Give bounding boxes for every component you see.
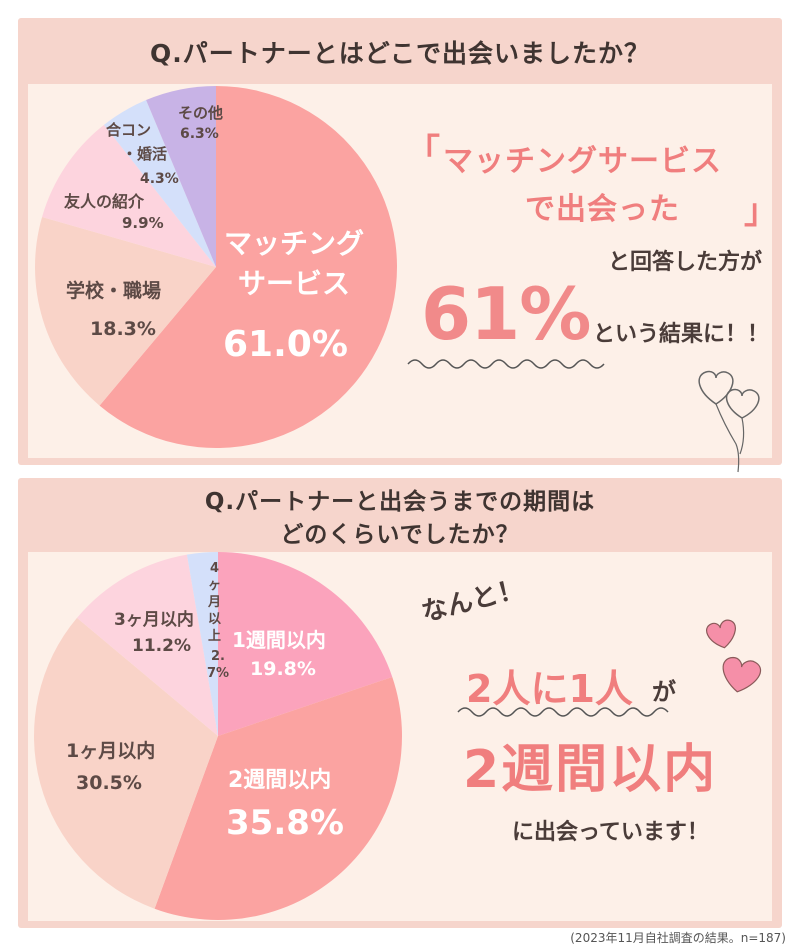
highlight-matching-service: マッチングサービス [443,144,722,179]
question-panel-2: Q.パートナーと出会うまでの期間は どのくらいでしたか？ 1週間以内 19.8%… [18,478,782,928]
pie2-value-4month: 2.7% [206,649,230,681]
highlight-met-via: で出会った [525,192,680,227]
pie1-slice-3 [103,100,216,267]
quote-bracket-open: 「 [406,132,440,172]
pie-chart-meeting-place [34,86,398,449]
meeting-text: に出会っています！ [512,820,709,845]
pie1-label-matching-line1: マッチング [224,227,365,260]
pie2-value-1month: 30.5% [76,772,142,794]
pie1-label-school: 学校・職場 [66,280,162,302]
question-1-title: Q.パートナーとはどこで出会いましたか？ [149,39,650,68]
pie2-label-4month-c4: 以 [208,612,222,627]
result-text: という結果に！！ [593,322,770,347]
chart-area-2: 1週間以内 19.8% 2週間以内 35.8% 1ヶ月以内 30.5% 3ヶ月以… [28,552,772,921]
pie1-value-matching: 61.0% [223,324,348,365]
pie2-label-4month-c1: 4 [209,561,220,576]
pie2-label-4month-c3: 月 [208,595,222,610]
big-percentage: 61% [421,272,591,356]
pie2-slice-0 [218,552,393,736]
question-panel-1: Q.パートナーとはどこで出会いましたか？ マッチング サービス 61.0% 学校… [18,18,782,473]
pie2-label-4month-c5: 上 [208,629,222,644]
question-2-title-line2: どのくらいでしたか？ [280,522,520,548]
pie2-slice-2 [33,617,219,909]
pie2-label-4month-c2: ヶ [208,578,222,593]
pie1-label-matching: マッチング サービス [224,224,364,304]
pie1-value-gokon: 4.3% [140,171,179,187]
pie-chart-time-to-meet [33,552,402,920]
pie2-value-1week: 19.8% [250,658,316,680]
question-2-title-line1: Q.パートナーと出会うまでの期間は [204,489,596,515]
pie1-value-school: 18.3% [90,318,156,340]
answered-text: と回答した方が [608,250,763,275]
pie1-label-gokon-line2: ・婚活 [122,145,168,163]
pie2-label-1week: 1週間以内 [232,628,326,652]
pie2-label-3month: 3ヶ月以内 [114,610,194,630]
pie2-label-2week: 2週間以内 [228,768,332,793]
question-2-title: Q.パートナーと出会うまでの期間は どのくらいでしたか？ [18,486,782,552]
pie1-label-gokon: 合コン ・婚活 [106,118,167,166]
pie2-label-4month: 4 ヶ 月 以 上 [208,560,221,645]
pie1-label-matching-line2: サービス [238,267,351,300]
pie1-label-gokon-line1: 合コン [106,121,152,139]
pie1-label-other: その他 [178,104,224,122]
pie1-slice-2 [42,124,217,268]
pie2-value-2week: 35.8% [226,803,344,843]
particle-ga: が [652,678,676,706]
highlight-two-in-one: 2人に1人 [466,667,633,711]
heart-balloons-icon [698,370,760,473]
pie1-label-friend: 友人の紹介 [64,192,145,211]
chart-area-1: マッチング サービス 61.0% 学校・職場 18.3% 友人の紹介 9.9% … [28,84,778,473]
pie1-slice-4 [146,86,216,267]
pie2-label-1month: 1ヶ月以内 [66,740,156,762]
footnote: (2023年11月自社調査の結果。n=187) [570,931,786,945]
pie1-value-other: 6.3% [180,126,219,142]
highlight-two-weeks: 2週間以内 [463,740,718,800]
wavy-underline-1 [407,359,605,369]
pie1-slice-1 [34,216,216,406]
pie1-value-friend: 9.9% [122,214,164,232]
pie1-slice-0 [99,86,398,449]
hearts-icon [706,619,762,693]
pie2-slice-3 [76,554,218,736]
pie2-slice-1 [154,676,402,920]
pie2-slice-4 [186,552,218,736]
wavy-underline-2 [457,707,669,717]
quote-bracket-close: 」 [744,192,778,232]
pie2-value-3month: 11.2% [132,636,191,656]
